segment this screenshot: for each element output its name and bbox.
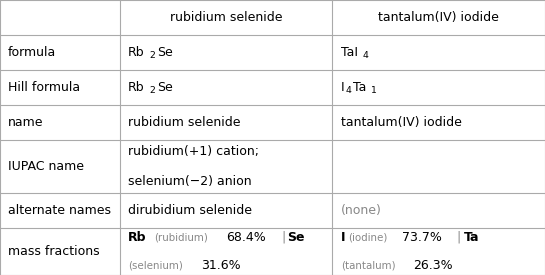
Text: Hill formula: Hill formula	[8, 81, 80, 94]
Text: Ta: Ta	[463, 231, 479, 244]
Text: (rubidium): (rubidium)	[154, 232, 208, 242]
Text: (selenium): (selenium)	[128, 261, 183, 271]
Text: 73.7%: 73.7%	[402, 231, 441, 244]
Text: 2: 2	[149, 51, 155, 60]
Text: (iodine): (iodine)	[349, 232, 388, 242]
Text: rubidium selenide: rubidium selenide	[128, 116, 240, 129]
Text: tantalum(IV) iodide: tantalum(IV) iodide	[341, 116, 462, 129]
Text: (selenium): (selenium)	[128, 261, 183, 271]
Text: 1: 1	[370, 86, 376, 95]
Text: 2: 2	[149, 86, 155, 95]
Text: alternate names: alternate names	[8, 204, 111, 217]
Text: Se: Se	[157, 46, 173, 59]
Text: I: I	[341, 81, 344, 94]
Text: tantalum(IV) iodide: tantalum(IV) iodide	[378, 11, 499, 24]
Text: name: name	[8, 116, 44, 129]
Text: rubidium(+1) cation;: rubidium(+1) cation;	[128, 145, 259, 158]
Text: 68.4%: 68.4%	[226, 231, 265, 244]
Text: TaI: TaI	[341, 46, 358, 59]
Text: 4: 4	[362, 51, 368, 60]
Text: 4: 4	[346, 86, 351, 95]
Text: mass fractions: mass fractions	[8, 245, 100, 258]
Text: Rb: Rb	[128, 81, 145, 94]
Text: selenium(−2) anion: selenium(−2) anion	[128, 175, 252, 188]
Text: Rb: Rb	[128, 231, 147, 244]
Text: Se: Se	[157, 81, 173, 94]
Text: (tantalum): (tantalum)	[341, 261, 395, 271]
Text: I: I	[341, 231, 345, 244]
Text: Ta: Ta	[353, 81, 366, 94]
Text: (tantalum): (tantalum)	[341, 261, 395, 271]
Text: rubidium selenide: rubidium selenide	[170, 11, 282, 24]
Text: 31.6%: 31.6%	[201, 259, 241, 272]
Text: (none): (none)	[341, 204, 382, 217]
Text: dirubidium selenide: dirubidium selenide	[128, 204, 252, 217]
Text: 26.3%: 26.3%	[413, 259, 453, 272]
Text: |: |	[281, 231, 285, 244]
Text: Se: Se	[287, 231, 305, 244]
Text: |: |	[457, 231, 461, 244]
Text: Rb: Rb	[128, 46, 145, 59]
Text: IUPAC name: IUPAC name	[8, 160, 84, 173]
Text: formula: formula	[8, 46, 57, 59]
